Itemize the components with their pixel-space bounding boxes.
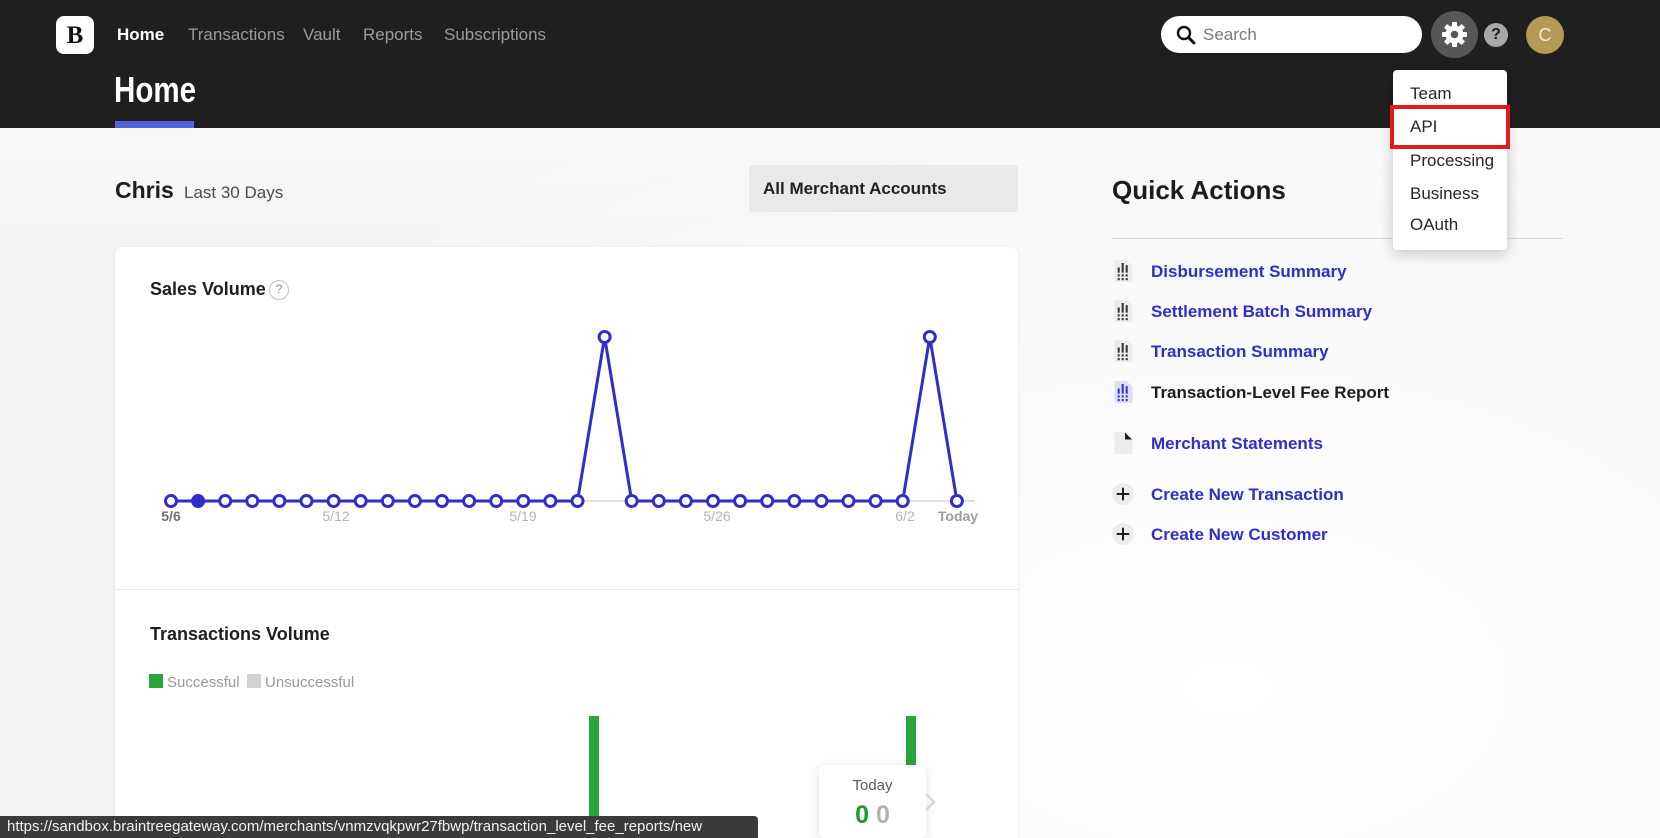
svg-text:6/2: 6/2 — [895, 508, 915, 524]
svg-text:5/19: 5/19 — [509, 508, 536, 524]
svg-text:Today: Today — [938, 508, 978, 524]
svg-text:5/26: 5/26 — [703, 508, 730, 524]
svg-text:5/12: 5/12 — [322, 508, 349, 524]
svg-text:5/6: 5/6 — [161, 508, 181, 524]
